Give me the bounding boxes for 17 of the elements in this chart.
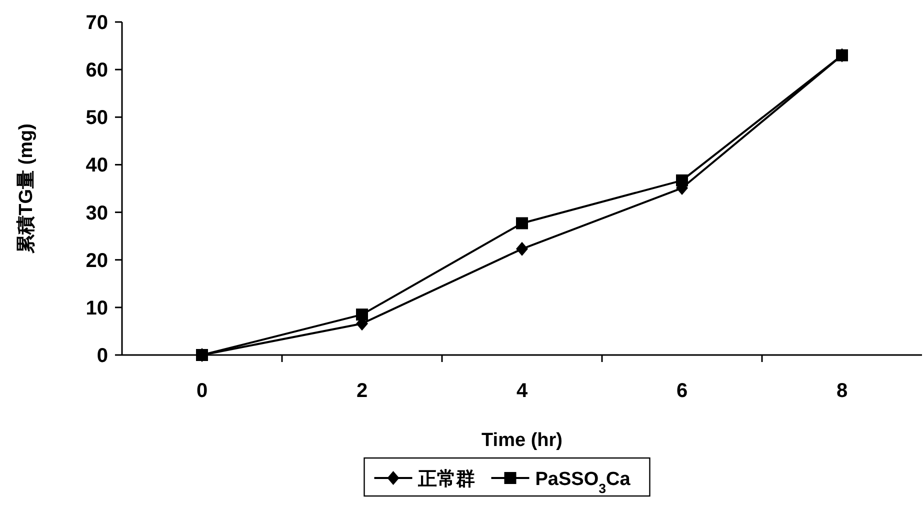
- x-tick-label: 0: [196, 380, 208, 402]
- y-tick-label: 0: [96, 345, 108, 367]
- x-tick-label: 8: [836, 380, 848, 402]
- y-tick-label: 60: [86, 60, 108, 82]
- x-axis-title: Time (hr): [482, 430, 562, 451]
- y-axis-title: 累積TG量 (mg): [16, 124, 37, 254]
- y-tick-label: 10: [86, 297, 108, 320]
- y-tick-label: 50: [86, 107, 108, 130]
- y-tick-label: 70: [86, 12, 108, 34]
- y-tick-label: 20: [86, 250, 108, 272]
- y-tick-label: 40: [86, 154, 108, 177]
- legend-label: 正常群: [417, 468, 476, 490]
- x-tick-label: 4: [516, 380, 528, 402]
- y-tick-label: 30: [86, 202, 108, 224]
- x-tick-label: 2: [356, 380, 368, 402]
- x-tick-label: 6: [676, 380, 688, 402]
- legend-label: PaSSO$_{3}$Ca: [535, 469, 631, 496]
